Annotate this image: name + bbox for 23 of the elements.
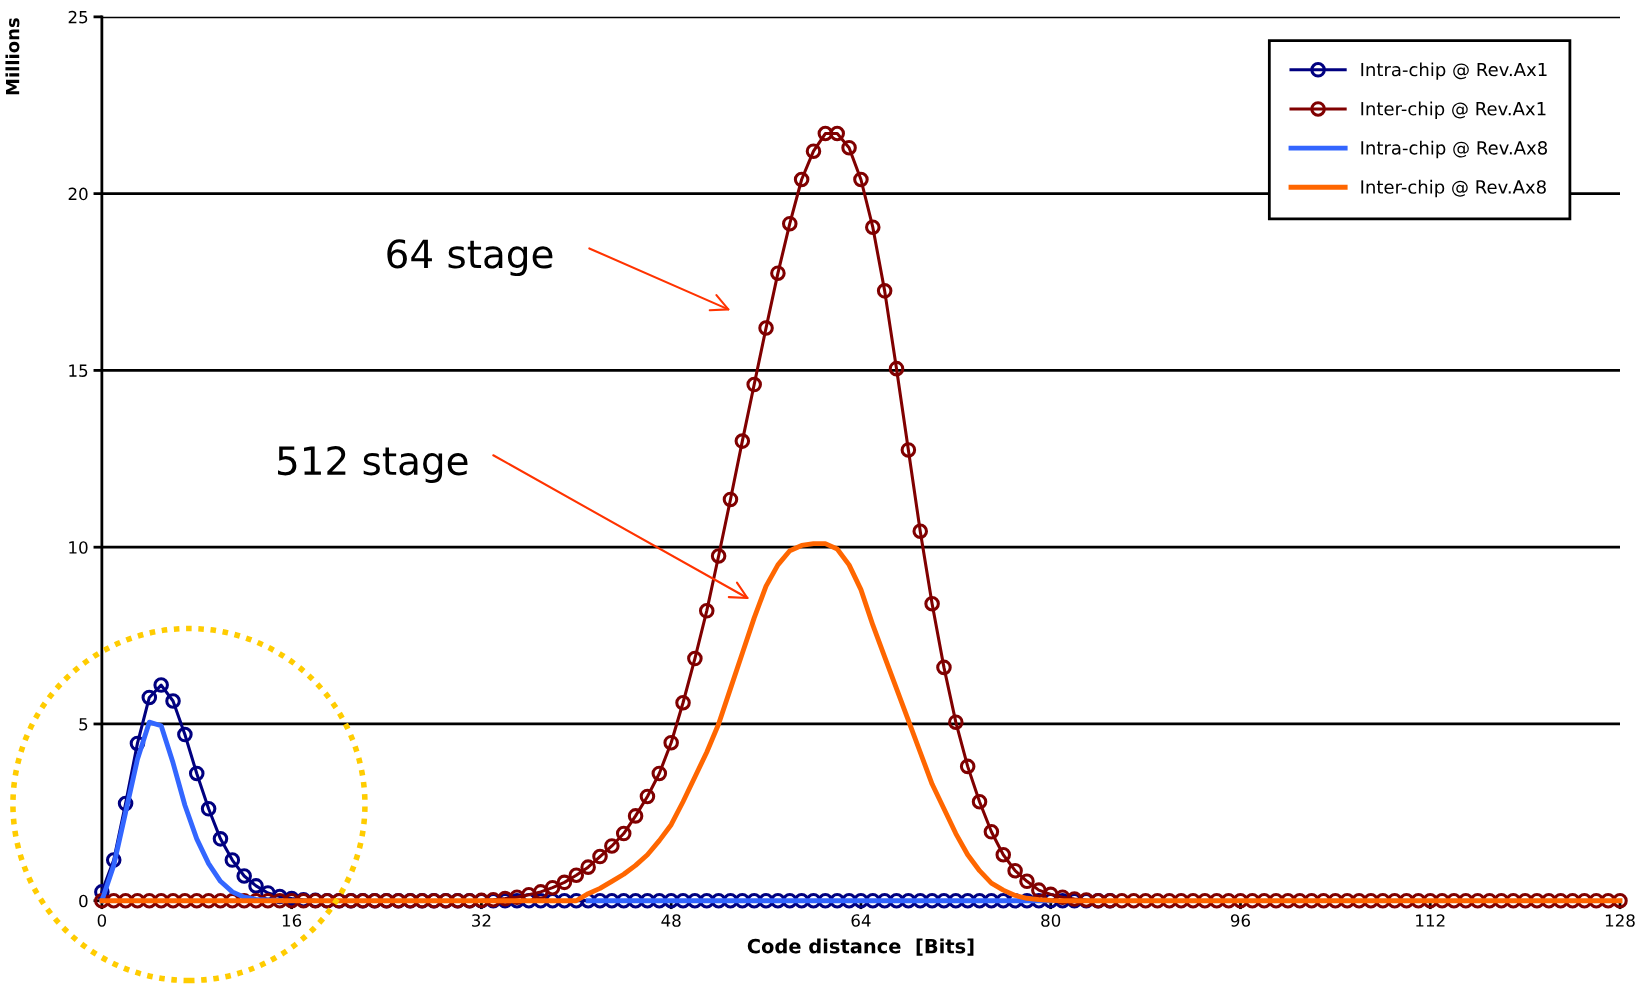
annotation: 512 stage xyxy=(278,445,468,483)
x-tick-label: 80 xyxy=(1041,914,1061,927)
legend-label: Intra-chip @ Rev.Ax1 xyxy=(1361,62,1547,80)
y-tick-label: 25 xyxy=(68,10,88,24)
x-tick-label: 16 xyxy=(282,914,302,927)
x-tick-label: 128 xyxy=(1605,914,1635,927)
y-axis-title: Millions xyxy=(5,18,20,95)
x-tick-label: 96 xyxy=(1230,914,1251,927)
y-tick-label: 20 xyxy=(68,187,88,201)
x-tick-label: 32 xyxy=(472,914,491,927)
annotation: 64 stage xyxy=(387,239,553,277)
y-tick-label: 5 xyxy=(79,718,88,731)
x-axis-title: Code distance [Bits] xyxy=(747,938,974,956)
y-tick-label: 10 xyxy=(69,541,88,554)
x-tick-label: 0 xyxy=(97,914,107,927)
x-tick-label: 64 xyxy=(851,914,871,927)
legend-label: Intra-chip @ Rev.Ax8 xyxy=(1361,140,1547,159)
x-tick-label: 48 xyxy=(661,914,681,927)
x-tick-label: 112 xyxy=(1416,914,1445,927)
y-tick-label: 0 xyxy=(79,894,88,908)
legend-label: Inter-chip @ Rev.Ax8 xyxy=(1361,179,1546,198)
y-tick-label: 15 xyxy=(69,364,88,377)
legend-label: Inter-chip @ Rev.Ax1 xyxy=(1361,101,1546,120)
